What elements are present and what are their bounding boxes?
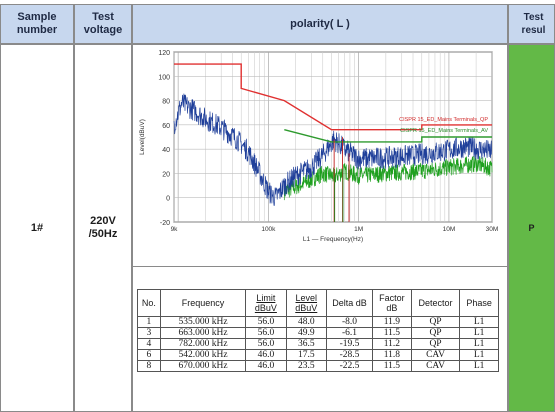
test-result-cell: P: [508, 44, 555, 412]
results-table: No. Frequency Limit dBuV Level dBuV Delt…: [137, 289, 499, 372]
col-header-level: Level dBuV: [285, 289, 327, 317]
y-tick-label: 20: [162, 171, 170, 178]
table-row: 1 535.000 kHz 56.0 48.0 -8.0 11.9 QP L1: [137, 316, 499, 328]
cell-limit: 56.0: [245, 338, 287, 350]
cell-delta: -6.1: [325, 327, 374, 339]
cell-level: 49.9: [285, 327, 327, 339]
peak-trace: [173, 93, 492, 206]
cell-phase: L1: [459, 360, 499, 372]
table-row: 6 542.000 kHz 46.0 17.5 -28.5 11.8 CAV L…: [137, 349, 499, 361]
cell-delta: -22.5: [325, 360, 374, 372]
cell-phase: L1: [459, 349, 499, 361]
cell-level: 17.5: [285, 349, 327, 361]
y-tick-label: 80: [162, 99, 170, 106]
cell-delta: -28.5: [325, 349, 374, 361]
col-header-no: No.: [137, 289, 161, 317]
cell-frequency: 535.000 kHz: [159, 316, 247, 328]
cell-level: 36.5: [285, 338, 327, 350]
cell-frequency: 663.000 kHz: [159, 327, 247, 339]
col-header-detector: Detector: [410, 289, 461, 317]
average-trace: [283, 155, 493, 201]
test-voltage-header: Test voltage: [74, 4, 132, 44]
cell-limit: 46.0: [245, 349, 287, 361]
cell-detector: QP: [410, 338, 461, 350]
col-header-limit: Limit dBuV: [245, 289, 287, 317]
y-tick-label: 0: [166, 196, 170, 203]
y-tick-label: -20: [160, 220, 170, 227]
cell-frequency: 670.000 kHz: [159, 360, 247, 372]
cell-limit: 56.0: [245, 327, 287, 339]
plot-table-divider: [133, 266, 507, 267]
cell-factor: 11.9: [372, 316, 412, 328]
av-limit-line: [284, 129, 492, 143]
cell-factor: 11.5: [372, 360, 412, 372]
x-tick-label: 1M: [354, 226, 363, 233]
col-header-frequency: Frequency: [159, 289, 247, 317]
col-header-delta: Delta dB: [325, 289, 374, 317]
cell-phase: L1: [459, 327, 499, 339]
cell-detector: CAV: [410, 349, 461, 361]
cell-no: 6: [137, 349, 161, 361]
cell-detector: CAV: [410, 360, 461, 372]
x-tick-label: 9k: [171, 226, 179, 233]
table-row: 3 663.000 kHz 56.0 49.9 -6.1 11.5 QP L1: [137, 327, 499, 339]
test-result-header: Test resul: [508, 4, 555, 44]
y-tick-label: 100: [158, 74, 170, 81]
x-tick-label: 30M: [486, 226, 499, 233]
cell-phase: L1: [459, 316, 499, 328]
results-table-header-row: No. Frequency Limit dBuV Level dBuV Delt…: [137, 289, 499, 317]
x-axis-label: L1 — Frequency(Hz): [303, 236, 363, 243]
sample-number-header: Sample number: [0, 4, 74, 44]
table-row: 4 782.000 kHz 56.0 36.5 -19.5 11.2 QP L1: [137, 338, 499, 350]
cell-limit: 46.0: [245, 360, 287, 372]
y-axis-label: Level(dBuV): [139, 119, 146, 155]
cell-level: 23.5: [285, 360, 327, 372]
x-tick-label: 10M: [443, 226, 456, 233]
cell-frequency: 542.000 kHz: [159, 349, 247, 361]
col-header-factor: Factor dB: [372, 289, 412, 317]
cell-no: 3: [137, 327, 161, 339]
polarity-header: polarity( L ): [132, 4, 508, 44]
cell-limit: 56.0: [245, 316, 287, 328]
cell-detector: QP: [410, 327, 461, 339]
y-tick-label: 60: [162, 123, 170, 130]
cell-phase: L1: [459, 338, 499, 350]
cell-no: 4: [137, 338, 161, 350]
legend-av-label: CISPR 15_ED_Mains Terminals_AV: [400, 128, 488, 134]
cell-level: 48.0: [285, 316, 327, 328]
table-row: 8 670.000 kHz 46.0 23.5 -22.5 11.5 CAV L…: [137, 360, 499, 372]
cell-detector: QP: [410, 316, 461, 328]
qp-limit-line: [174, 63, 492, 131]
cell-factor: 11.2: [372, 338, 412, 350]
test-voltage-cell: 220V /50Hz: [74, 44, 132, 412]
col-header-phase: Phase: [459, 289, 499, 317]
cell-no: 8: [137, 360, 161, 372]
y-tick-label: 40: [162, 147, 170, 154]
cell-delta: -8.0: [325, 316, 374, 328]
sample-number-cell: 1#: [0, 44, 74, 412]
legend-qp-label: CISPR 15_ED_Mains Terminals_QP: [399, 117, 488, 123]
cell-frequency: 782.000 kHz: [159, 338, 247, 350]
cell-factor: 11.5: [372, 327, 412, 339]
x-tick-label: 100k: [261, 226, 276, 233]
cell-delta: -19.5: [325, 338, 374, 350]
cell-no: 1: [137, 316, 161, 328]
cell-factor: 11.8: [372, 349, 412, 361]
y-tick-label: 120: [158, 50, 170, 57]
